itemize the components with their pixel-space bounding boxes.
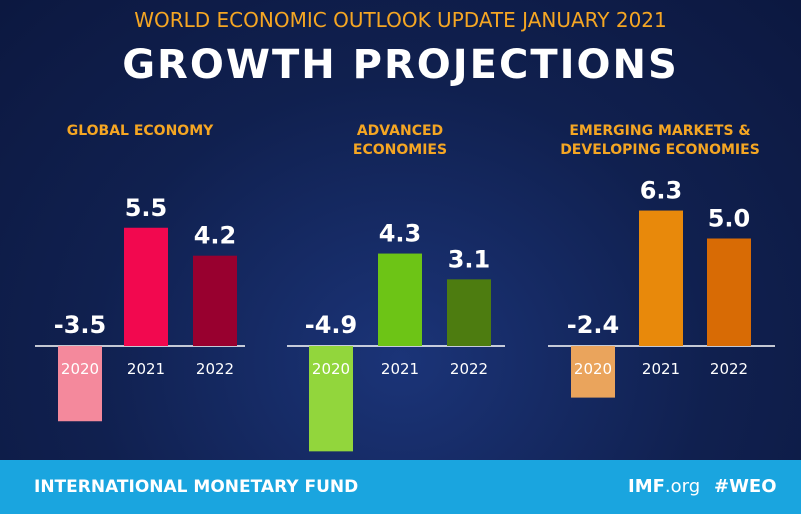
hashtag: #WEO <box>714 476 777 497</box>
bar <box>58 346 102 422</box>
value-label: 4.3 <box>379 220 422 248</box>
footer: INTERNATIONAL MONETARY FUND IMF.org #WEO <box>0 460 801 514</box>
value-label: 4.2 <box>194 222 237 250</box>
category-label: 2021 <box>381 360 419 378</box>
bar <box>124 227 168 346</box>
category-label: 2022 <box>196 360 234 378</box>
title: GROWTH PROJECTIONS <box>122 42 679 88</box>
value-label: -4.9 <box>305 311 357 339</box>
bar <box>707 238 751 346</box>
category-label: 2020 <box>312 360 350 378</box>
category-label: 2020 <box>574 360 612 378</box>
category-label: 2021 <box>642 360 680 378</box>
category-label: 2022 <box>450 360 488 378</box>
category-label: 2021 <box>127 360 165 378</box>
value-label: 5.5 <box>125 194 168 222</box>
charts: -3.5 2020 5.5 2021 4.2 2022 -4.9 2020 4.3 2021 3.1… <box>54 177 751 452</box>
chart-title: ADVANCED ECONOMIES <box>352 123 448 158</box>
value-label: -2.4 <box>567 311 619 339</box>
bar <box>571 346 615 398</box>
value-label: 6.3 <box>640 177 683 205</box>
value-label: 5.0 <box>708 205 751 233</box>
site-link[interactable]: IMF.org <box>628 476 700 497</box>
bar <box>447 279 491 346</box>
site-name: IMF <box>628 476 665 497</box>
bar <box>193 255 237 346</box>
chart-title: GLOBAL ECONOMY <box>66 123 214 139</box>
value-label: 3.1 <box>448 245 491 273</box>
value-label: -3.5 <box>54 311 106 339</box>
bar <box>378 253 422 346</box>
bar <box>309 346 353 452</box>
category-label: 2020 <box>61 360 99 378</box>
category-label: 2022 <box>710 360 748 378</box>
site-domain: .org <box>664 476 701 497</box>
bar <box>639 210 683 346</box>
organization: INTERNATIONAL MONETARY FUND <box>34 477 359 497</box>
chart-title: EMERGING MARKETS & DEVELOPING ECONOMIES <box>560 123 760 158</box>
subtitle: WORLD ECONOMIC OUTLOOK UPDATE JANUARY 20… <box>134 8 667 32</box>
